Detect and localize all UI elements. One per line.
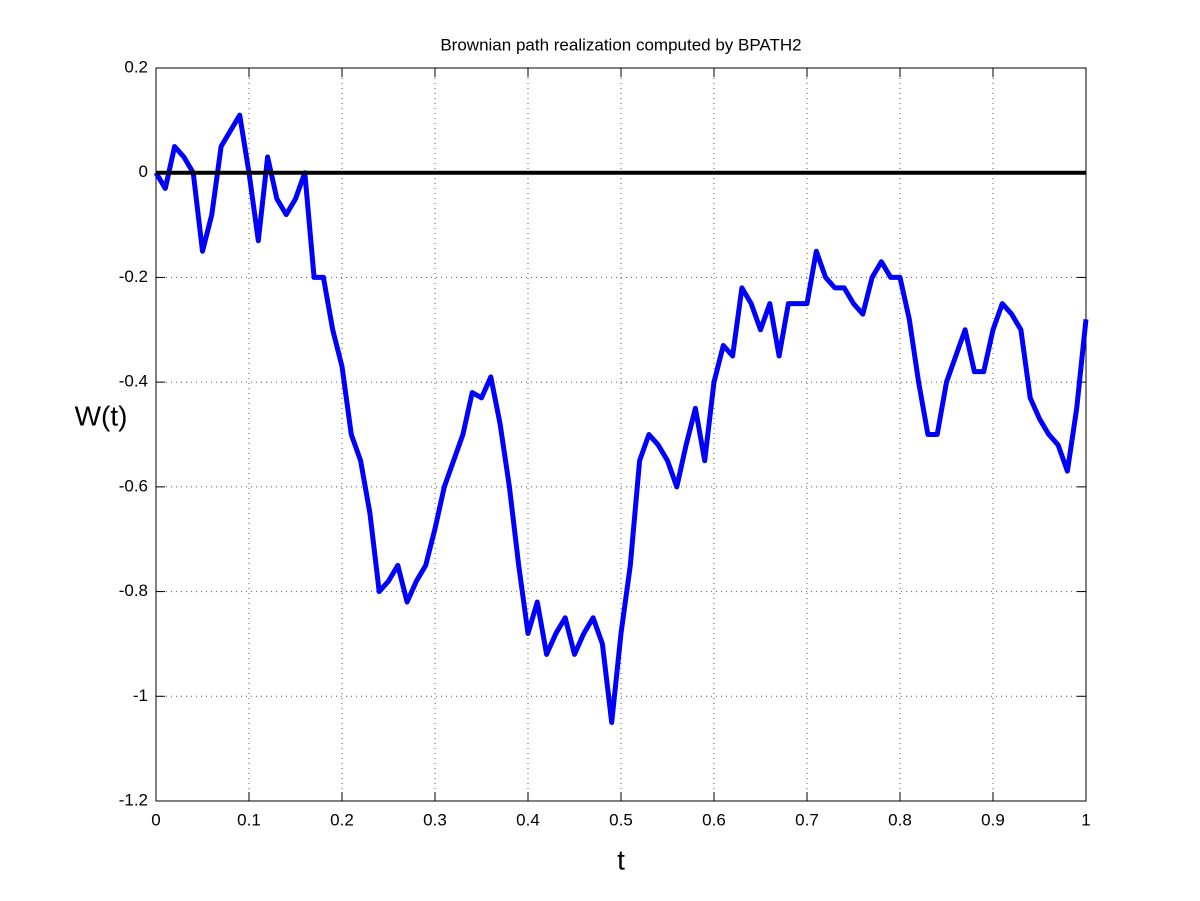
y-tick-label: -0.8 — [119, 581, 148, 600]
y-tick-label: 0 — [139, 162, 148, 181]
y-tick-label: -0.4 — [119, 372, 148, 391]
chart-title: Brownian path realization computed by BP… — [440, 35, 801, 54]
y-tick-label: -0.6 — [119, 476, 148, 495]
x-tick-label: 0.1 — [237, 810, 261, 829]
axes-box — [155, 67, 1087, 802]
x-tick-label: 0 — [151, 810, 160, 829]
x-tick-label: 0.8 — [888, 810, 912, 829]
x-tick-label: 0.7 — [795, 810, 819, 829]
x-tick-label: 0.9 — [981, 810, 1005, 829]
x-tick-label: 0.5 — [609, 810, 633, 829]
y-tick-label: -0.2 — [119, 267, 148, 286]
x-tick-label: 1 — [1081, 810, 1090, 829]
data-line — [153, 112, 1089, 725]
x-tick-label: 0.4 — [516, 810, 540, 829]
x-tick-label: 0.3 — [423, 810, 447, 829]
y-tick-label: -1 — [133, 686, 148, 705]
y-tick-label: 0.2 — [124, 57, 148, 76]
x-axis-label: t — [617, 844, 625, 875]
x-tick-label: 0.6 — [702, 810, 726, 829]
x-tick-label: 0.2 — [330, 810, 354, 829]
y-tick-label: -1.2 — [119, 790, 148, 809]
y-axis-label: W(t) — [75, 400, 128, 431]
